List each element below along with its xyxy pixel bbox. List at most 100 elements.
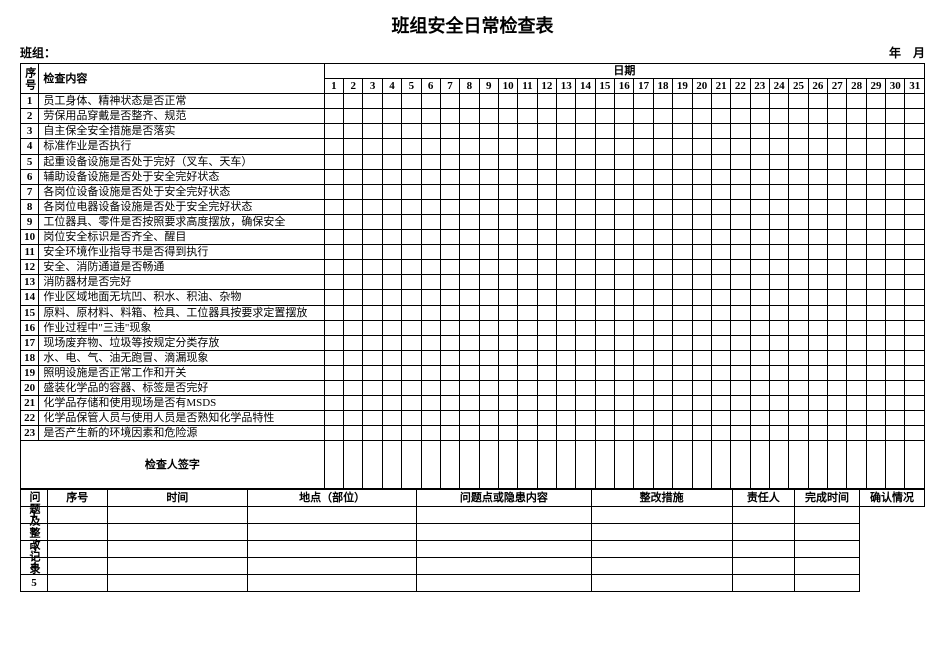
check-cell [886,260,905,275]
check-cell [595,396,614,411]
check-cell [557,365,576,380]
check-cell [711,335,730,350]
check-cell [576,154,595,169]
check-cell [828,426,847,441]
check-cell [615,169,634,184]
row-seq: 23 [21,426,39,441]
check-cell [828,139,847,154]
check-cell [692,94,711,109]
check-cell [886,305,905,320]
check-cell [498,396,517,411]
check-cell [789,94,808,109]
check-cell [808,305,827,320]
table-row: 13消防器材是否完好 [21,275,925,290]
check-cell [808,139,827,154]
check-cell [382,290,401,305]
check-cell [595,426,614,441]
check-cell [518,365,537,380]
check-cell [402,139,421,154]
sign-cell [498,441,517,489]
check-cell [382,214,401,229]
check-cell [344,230,363,245]
sign-cell [750,441,769,489]
check-cell [750,245,769,260]
check-cell [402,245,421,260]
check-cell [576,320,595,335]
issue-place [107,524,247,541]
check-cell [905,94,925,109]
check-cell [382,335,401,350]
check-cell [498,305,517,320]
check-cell [402,365,421,380]
check-cell [731,426,750,441]
check-cell [363,335,382,350]
check-cell [460,230,479,245]
check-cell [537,94,556,109]
check-cell [653,169,672,184]
issue-time [47,575,107,592]
check-cell [382,365,401,380]
issue-seq: 1 [21,507,48,524]
check-cell [518,154,537,169]
check-cell [769,154,788,169]
check-cell [634,290,653,305]
check-cell [828,411,847,426]
check-cell [847,245,866,260]
check-cell [847,124,866,139]
day-header: 5 [402,79,421,94]
check-cell [363,365,382,380]
check-cell [828,275,847,290]
issue-content [248,575,417,592]
check-cell [557,380,576,395]
check-cell [595,380,614,395]
check-cell [498,260,517,275]
check-cell [886,380,905,395]
check-cell [673,305,692,320]
check-cell [847,184,866,199]
check-cell [363,290,382,305]
check-cell [847,396,866,411]
sign-cell [711,441,730,489]
check-cell [363,139,382,154]
check-cell [731,396,750,411]
check-cell [421,245,440,260]
issue-row: 2 [21,524,925,541]
check-cell [847,139,866,154]
check-cell [692,260,711,275]
header-date: 日期 [324,64,924,79]
check-cell [518,214,537,229]
check-cell [460,245,479,260]
check-cell [866,94,885,109]
row-content: 化学品存储和使用现场是否有MSDS [39,396,324,411]
check-cell [808,365,827,380]
check-cell [634,426,653,441]
check-cell [479,260,498,275]
check-cell [711,124,730,139]
bh-conf: 确认情况 [859,490,924,507]
check-cell [576,109,595,124]
check-cell [615,184,634,199]
check-cell [382,199,401,214]
check-cell [711,411,730,426]
check-cell [692,350,711,365]
check-cell [498,184,517,199]
check-cell [731,275,750,290]
check-cell [847,290,866,305]
check-cell [518,350,537,365]
check-cell [557,275,576,290]
check-cell [479,214,498,229]
check-cell [769,260,788,275]
check-cell [692,396,711,411]
check-cell [382,411,401,426]
check-cell [537,169,556,184]
check-cell [769,230,788,245]
check-cell [324,214,343,229]
issue-seq: 4 [21,558,48,575]
check-cell [789,290,808,305]
check-cell [847,169,866,184]
check-cell [595,184,614,199]
check-cell [421,139,440,154]
check-cell [595,94,614,109]
check-cell [324,290,343,305]
issue-seq: 2 [21,524,48,541]
